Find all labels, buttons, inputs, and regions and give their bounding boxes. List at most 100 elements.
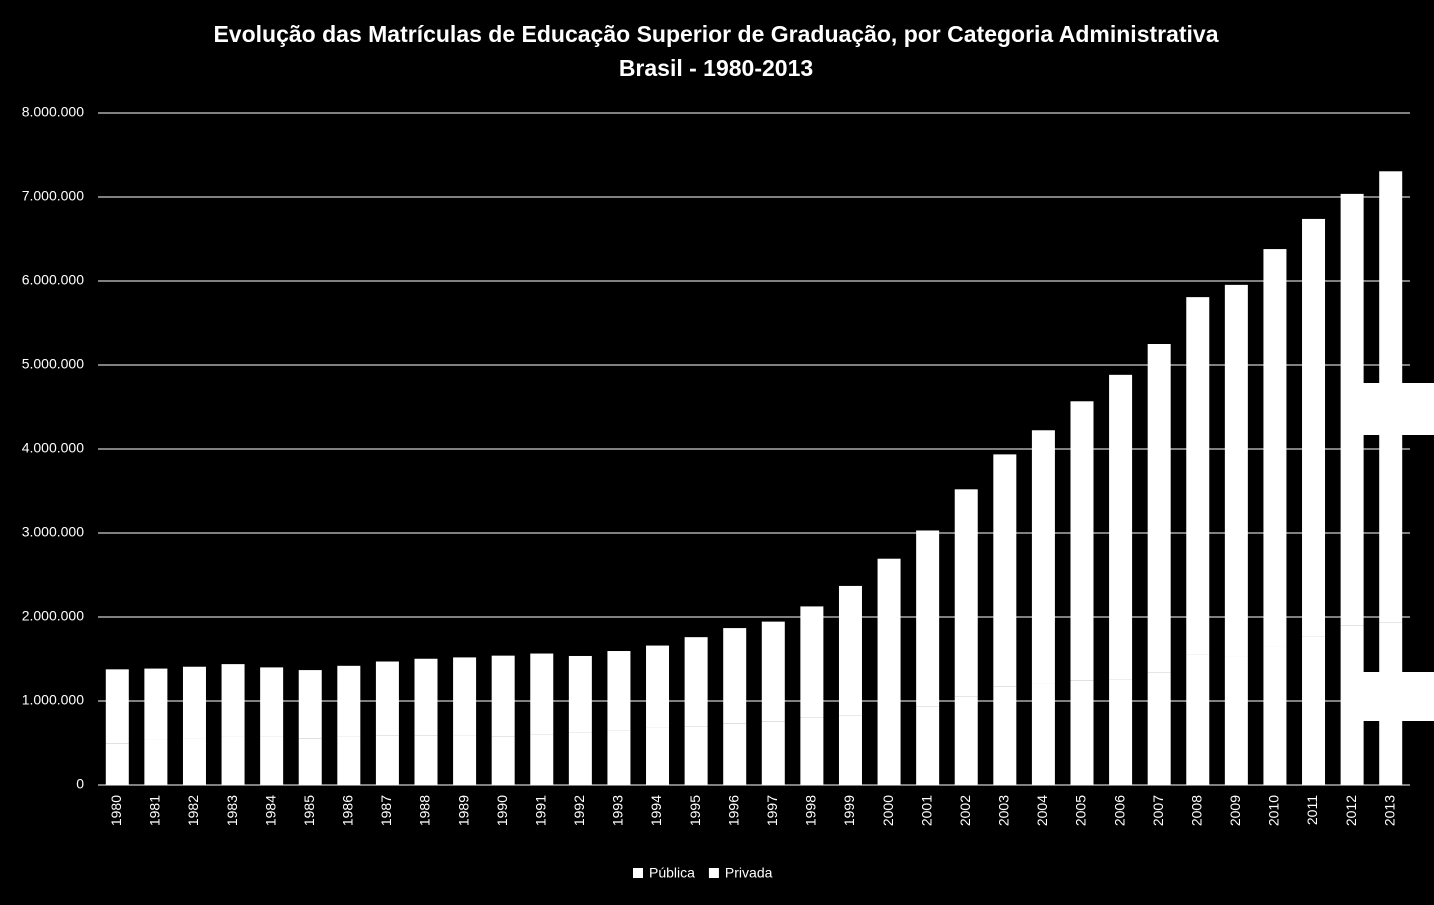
bar-segment [337,665,361,737]
bar-segment [838,715,862,785]
legend-label: Pública [649,865,695,881]
bar-segment [1340,625,1364,785]
bar-segment [144,668,168,740]
bar-segment [723,628,747,724]
x-tick-label: 2002 [957,795,973,826]
y-tick-label: 4.000.000 [22,440,84,456]
bar-segment [182,666,206,739]
overlay-shape [1362,672,1434,721]
x-tick-label: 1992 [571,795,587,826]
bar-segment [1147,672,1171,785]
bar-segment [105,669,129,744]
x-tick-label: 2009 [1227,795,1243,826]
bar-segment [144,739,168,785]
y-tick-label: 0 [76,776,84,792]
x-tick-label: 2011 [1304,795,1320,825]
bar-segment [1263,249,1287,647]
y-tick-label: 6.000.000 [22,272,84,288]
x-tick-label: 1997 [764,795,780,826]
legend-swatch [633,868,643,878]
bar-segment [414,658,438,736]
bar-segment [453,657,477,736]
legend-label: Privada [725,865,773,881]
x-tick-label: 1993 [610,795,626,826]
x-tick-label: 2005 [1073,795,1089,826]
bar-segment [993,454,1017,687]
x-tick-label: 1981 [147,795,163,826]
bar-segment [607,730,631,785]
x-tick-label: 1984 [262,795,278,826]
bar-segment [761,621,785,722]
bar-segment [491,736,515,785]
bar-segment [337,736,361,785]
x-tick-label: 2004 [1034,795,1050,826]
x-tick-label: 1983 [224,795,240,826]
bar-segment [375,661,399,736]
bar-segment [182,738,206,785]
x-tick-label: 1989 [455,795,471,826]
x-tick-label: 1996 [725,795,741,826]
bar-segment [993,686,1017,785]
bar-segment [1147,344,1171,673]
x-tick-label: 1998 [803,795,819,826]
bar-segment [723,723,747,785]
x-tick-label: 1987 [378,795,394,826]
x-tick-label: 1980 [108,795,124,826]
bar-segment [684,637,708,727]
bar-segment [260,736,284,785]
chart-title: Evolução das Matrículas de Educação Supe… [213,21,1218,47]
bar-segment [1186,297,1210,655]
bar-segment [1302,218,1326,637]
chart-subtitle: Brasil - 1980-2013 [619,55,813,81]
bar-segment [1263,646,1287,785]
x-tick-label: 1991 [532,795,548,826]
bar-segment [491,655,515,737]
bar-segment [838,585,862,716]
legend-swatch [708,868,719,878]
bar-segment [298,738,322,785]
bar-segment [105,743,129,785]
bar-segment [1109,374,1133,680]
bar-segment [646,645,670,728]
bar-segment [877,710,901,785]
bar-segment [646,727,670,785]
bar-segment [800,717,824,785]
bar-segment [568,732,592,785]
bar-segment [221,736,245,785]
bar-segment [1186,654,1210,785]
x-tick-label: 2003 [996,795,1012,826]
x-tick-label: 1982 [185,795,201,826]
bar-segment [954,696,978,785]
bar-segment [1109,679,1133,785]
bar-segment [1340,193,1364,626]
bar-segment [1302,636,1326,785]
bar-segment [1031,430,1055,684]
y-tick-label: 7.000.000 [22,188,84,204]
x-tick-label: 1994 [648,795,664,826]
bar-segment [916,706,940,785]
bar-segment [684,726,708,785]
x-tick-label: 1995 [687,795,703,826]
bar-segment [414,735,438,785]
y-tick-label: 2.000.000 [22,608,84,624]
bar-segment [530,734,554,785]
bar-segment [1031,683,1055,785]
overlay-shape [1362,383,1434,435]
x-tick-label: 2010 [1266,795,1282,826]
x-tick-label: 2008 [1188,795,1204,826]
bar-segment [1070,401,1094,681]
bar-segment [1224,656,1248,785]
x-tick-label: 1985 [301,795,317,826]
bar-segment [1070,680,1094,785]
x-tick-label: 1988 [417,795,433,826]
x-tick-label: 1999 [841,795,857,826]
bar-segment [607,651,631,731]
bar-segment [916,530,940,707]
bar-segment [761,721,785,785]
bar-segment [568,655,592,733]
y-tick-label: 1.000.000 [22,692,84,708]
bar-segment [298,670,322,739]
